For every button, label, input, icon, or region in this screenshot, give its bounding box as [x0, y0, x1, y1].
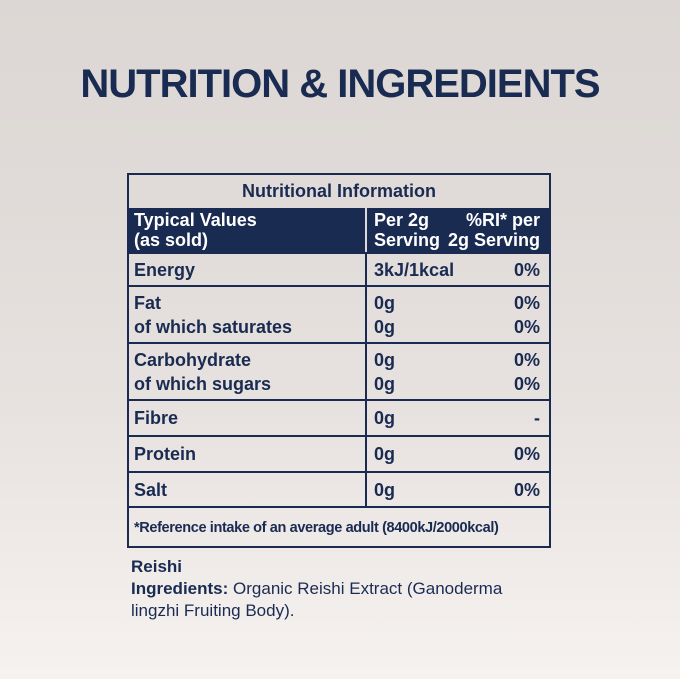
fat-saturates-label: of which saturates: [134, 316, 293, 337]
table-row-fat: Fat of which saturates 0g 0% 0g 0%: [129, 285, 549, 342]
table-title: Nutritional Information: [242, 181, 436, 201]
carbohydrate-values-line1: 0g 0%: [374, 348, 540, 372]
energy-label: Energy: [134, 259, 196, 280]
header-values-cell: Per 2g Serving %RI* per 2g Serving: [367, 208, 549, 252]
fibre-ri: -: [534, 408, 540, 428]
header-ri-column: %RI* per 2g Serving: [448, 210, 540, 250]
nutrition-table: Nutritional Information Typical Values (…: [127, 173, 551, 548]
protein-label-cell: Protein: [129, 437, 367, 471]
ingredients-line: Ingredients: Organic Reishi Extract (Gan…: [131, 578, 555, 622]
table-row-carbohydrate: Carbohydrate of which sugars 0g 0% 0g 0%: [129, 342, 549, 399]
fibre-label: Fibre: [134, 408, 179, 428]
ingredients-text: Organic Reishi Extract (Ganoderma lingzh…: [131, 579, 503, 620]
energy-values-line: 3kJ/1kcal 0%: [374, 258, 540, 282]
fibre-values-cell: 0g -: [367, 401, 549, 435]
table-row-protein: Protein 0g 0%: [129, 435, 549, 471]
carbohydrate-label: Carbohydrate: [134, 349, 252, 370]
salt-ri: 0%: [513, 479, 540, 500]
table-row-energy: Energy 3kJ/1kcal 0%: [129, 252, 549, 285]
fat-value: 0g: [374, 292, 396, 313]
fat-ri: 0%: [513, 292, 540, 313]
fat-values-line2: 0g 0%: [374, 315, 540, 339]
product-name: Reishi: [131, 557, 183, 576]
table-row-fibre: Fibre 0g -: [129, 399, 549, 435]
fibre-label-cell: Fibre: [129, 401, 367, 435]
fat-saturates-value: 0g: [374, 316, 396, 337]
table-header-row: Typical Values (as sold) Per 2g Serving …: [129, 208, 549, 252]
protein-values-cell: 0g 0%: [367, 437, 549, 471]
reference-intake-footnote: *Reference intake of an average adult (8…: [134, 518, 499, 536]
carbohydrate-value: 0g: [374, 349, 396, 370]
carbohydrate-label-cell: Carbohydrate of which sugars: [129, 344, 367, 399]
energy-values-cell: 3kJ/1kcal 0%: [367, 254, 549, 285]
header-ri-line2: 2g Serving: [447, 230, 540, 250]
header-typical-values-line2: (as sold): [134, 230, 209, 250]
header-per-serving-column: Per 2g Serving: [374, 210, 440, 250]
carbohydrate-sugars-ri: 0%: [513, 373, 540, 394]
table-title-row: Nutritional Information: [129, 175, 549, 208]
fat-saturates-ri: 0%: [513, 316, 540, 337]
header-typical-values-cell: Typical Values (as sold): [129, 208, 367, 252]
fibre-value: 0g: [374, 408, 396, 428]
page-title: NUTRITION & INGREDIENTS: [80, 62, 600, 106]
salt-label: Salt: [134, 479, 168, 500]
fat-values-cell: 0g 0% 0g 0%: [367, 287, 549, 342]
salt-label-cell: Salt: [129, 473, 367, 506]
header-values-columns: Per 2g Serving %RI* per 2g Serving: [374, 210, 540, 250]
table-row-salt: Salt 0g 0%: [129, 471, 549, 506]
protein-ri: 0%: [513, 444, 540, 464]
fibre-values-line: 0g -: [374, 406, 540, 430]
carbohydrate-values-cell: 0g 0% 0g 0%: [367, 344, 549, 399]
fat-label-cell: Fat of which saturates: [129, 287, 367, 342]
ingredients-section: Reishi Ingredients: Organic Reishi Extra…: [131, 556, 555, 622]
carbohydrate-values-line2: 0g 0%: [374, 372, 540, 396]
header-per-serving-line2: Serving: [374, 230, 441, 250]
header-per-serving-line1: Per 2g: [374, 210, 430, 230]
fat-label: Fat: [134, 292, 161, 313]
protein-label: Protein: [134, 444, 197, 464]
protein-value: 0g: [374, 444, 396, 464]
fat-values-line1: 0g 0%: [374, 291, 540, 315]
energy-value: 3kJ/1kcal: [374, 259, 455, 280]
header-typical-values-line1: Typical Values: [134, 210, 257, 230]
salt-value: 0g: [374, 479, 396, 500]
salt-values-line: 0g 0%: [374, 478, 540, 502]
energy-ri: 0%: [513, 259, 540, 280]
protein-values-line: 0g 0%: [374, 442, 540, 466]
carbohydrate-sugars-label: of which sugars: [134, 373, 272, 394]
energy-label-cell: Energy: [129, 254, 367, 285]
header-ri-line1: %RI* per: [465, 210, 540, 230]
carbohydrate-sugars-value: 0g: [374, 373, 396, 394]
ingredients-label: Ingredients:: [131, 579, 229, 598]
table-footnote-row: *Reference intake of an average adult (8…: [129, 506, 549, 546]
salt-values-cell: 0g 0%: [367, 473, 549, 506]
carbohydrate-ri: 0%: [513, 349, 540, 370]
